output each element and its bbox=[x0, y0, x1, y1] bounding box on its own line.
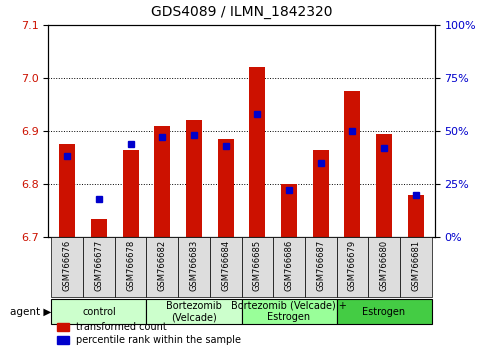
Text: GDS4089 / ILMN_1842320: GDS4089 / ILMN_1842320 bbox=[151, 5, 332, 19]
Bar bbox=[313, 149, 328, 237]
Bar bbox=[178, 237, 210, 297]
Text: GSM766684: GSM766684 bbox=[221, 240, 230, 291]
Bar bbox=[123, 149, 139, 237]
Bar bbox=[337, 237, 368, 297]
Bar bbox=[146, 237, 178, 297]
Text: agent ▶: agent ▶ bbox=[10, 307, 51, 316]
Bar bbox=[186, 120, 202, 237]
Bar bbox=[146, 299, 242, 324]
Bar bbox=[368, 237, 400, 297]
Text: GSM766685: GSM766685 bbox=[253, 240, 262, 291]
Bar bbox=[83, 237, 115, 297]
Bar bbox=[408, 195, 424, 237]
Bar bbox=[52, 299, 146, 324]
Bar bbox=[210, 237, 242, 297]
Bar bbox=[337, 299, 431, 324]
Text: GSM766682: GSM766682 bbox=[158, 240, 167, 291]
Text: GSM766677: GSM766677 bbox=[95, 240, 103, 291]
Bar bbox=[115, 237, 146, 297]
Text: Bortezomib (Velcade) +
Estrogen: Bortezomib (Velcade) + Estrogen bbox=[231, 301, 347, 322]
Bar bbox=[400, 237, 431, 297]
Text: control: control bbox=[82, 307, 116, 316]
Text: GSM766678: GSM766678 bbox=[126, 240, 135, 291]
Bar bbox=[344, 91, 360, 237]
Bar bbox=[91, 218, 107, 237]
Text: GSM766681: GSM766681 bbox=[411, 240, 420, 291]
Bar bbox=[242, 299, 337, 324]
Legend: transformed count, percentile rank within the sample: transformed count, percentile rank withi… bbox=[53, 319, 245, 349]
Text: GSM766679: GSM766679 bbox=[348, 240, 357, 291]
Bar bbox=[273, 237, 305, 297]
Text: GSM766687: GSM766687 bbox=[316, 240, 325, 291]
Bar bbox=[242, 237, 273, 297]
Bar bbox=[281, 184, 297, 237]
Text: GSM766676: GSM766676 bbox=[63, 240, 72, 291]
Bar bbox=[218, 139, 234, 237]
Bar bbox=[249, 67, 265, 237]
Text: Bortezomib
(Velcade): Bortezomib (Velcade) bbox=[166, 301, 222, 322]
Bar bbox=[155, 126, 170, 237]
Bar bbox=[305, 237, 337, 297]
Text: GSM766686: GSM766686 bbox=[284, 240, 294, 291]
Text: GSM766683: GSM766683 bbox=[189, 240, 199, 291]
Bar bbox=[59, 144, 75, 237]
Text: Estrogen: Estrogen bbox=[362, 307, 406, 316]
Bar bbox=[52, 237, 83, 297]
Bar bbox=[376, 134, 392, 237]
Text: GSM766680: GSM766680 bbox=[380, 240, 388, 291]
